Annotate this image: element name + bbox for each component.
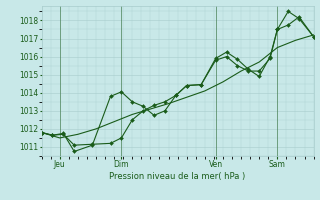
X-axis label: Pression niveau de la mer( hPa ): Pression niveau de la mer( hPa ) <box>109 172 246 181</box>
